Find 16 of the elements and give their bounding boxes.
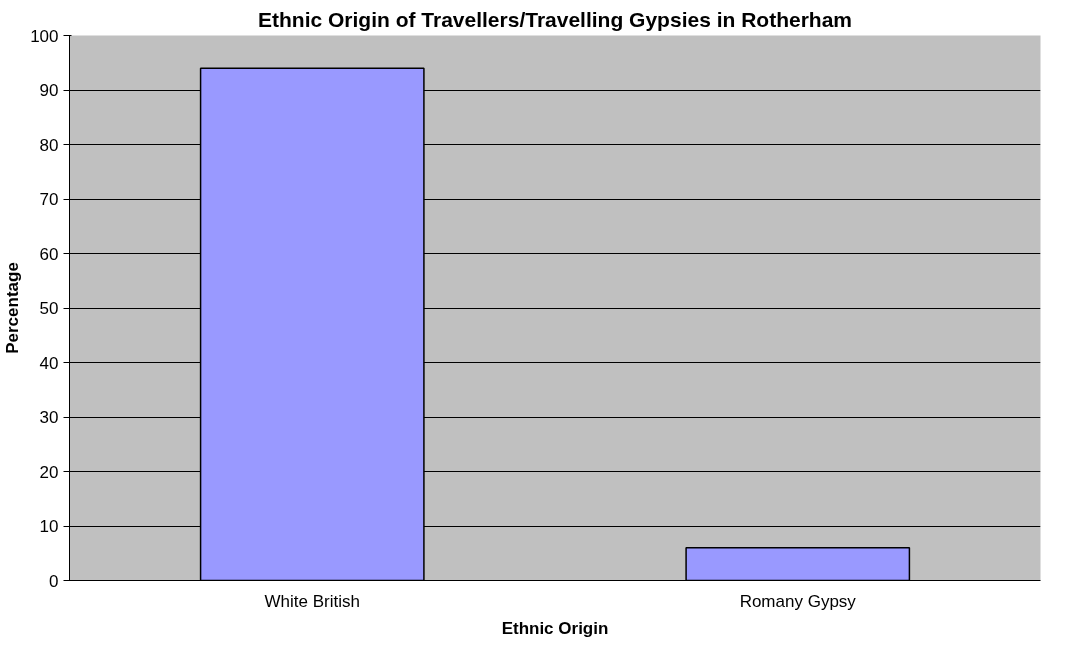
y-tick-label: 50	[39, 299, 59, 318]
x-tick-label: White British	[264, 591, 360, 611]
y-axis-title: Percentage	[3, 262, 23, 354]
x-tick-label: Romany Gypsy	[739, 591, 857, 611]
y-tick-label: 20	[39, 462, 59, 482]
y-tick-label: 60	[39, 244, 59, 264]
y-tick-label: 30	[39, 408, 59, 427]
x-axis-title: Ethnic Origin	[501, 618, 609, 638]
y-tick-label: 80	[39, 135, 59, 155]
y-tick-label: 0	[49, 571, 59, 591]
chart-title: Ethnic Origin of Travellers/Travelling Gypsies in Rotherham	[258, 7, 852, 31]
y-tick-label: 10	[39, 517, 59, 536]
y-tick-label: 100	[30, 26, 59, 46]
y-tick-label: 70	[39, 190, 59, 209]
y-tick-label: 40	[39, 353, 59, 373]
y-tick-label: 90	[39, 81, 59, 100]
